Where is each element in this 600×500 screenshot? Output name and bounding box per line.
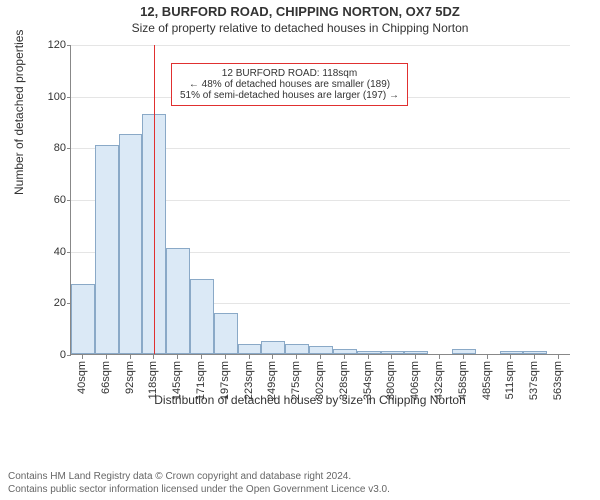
histogram-bar [238,344,262,354]
caption-line-2: Contains public sector information licen… [8,484,390,495]
x-tick-label: 563sqm [552,361,564,400]
marker-line [154,45,155,354]
x-tick-mark [439,355,440,359]
x-tick-mark [534,355,535,359]
x-tick-mark [296,355,297,359]
x-tick-label: 380sqm [385,361,397,400]
x-tick-label: 328sqm [338,361,350,400]
x-tick-label: 145sqm [171,361,183,400]
histogram-bar [404,351,428,354]
x-tick-mark [249,355,250,359]
x-tick-label: 485sqm [481,361,493,400]
y-tick-mark [67,97,71,98]
y-tick-mark [67,45,71,46]
y-tick-mark [67,200,71,201]
x-tick-mark [272,355,273,359]
x-tick-label: 92sqm [124,361,136,394]
x-tick-mark [368,355,369,359]
histogram-bar [452,349,476,354]
page-title: 12, BURFORD ROAD, CHIPPING NORTON, OX7 5… [0,4,600,19]
y-tick-label: 100 [36,91,66,103]
x-tick-mark [320,355,321,359]
x-tick-mark [510,355,511,359]
plot-area: 02040608010012012 BURFORD ROAD: 118sqm← … [70,45,570,355]
caption-line-1: Contains HM Land Registry data © Crown c… [8,471,351,482]
x-tick-label: 171sqm [195,361,207,400]
y-tick-label: 60 [36,194,66,206]
x-tick-label: 432sqm [433,361,445,400]
histogram-bar [214,313,238,354]
x-tick-label: 275sqm [290,361,302,400]
x-tick-mark [201,355,202,359]
y-tick-label: 120 [36,39,66,51]
x-tick-mark [130,355,131,359]
y-tick-label: 40 [36,246,66,258]
x-tick-label: 458sqm [457,361,469,400]
chart-container: Number of detached properties 0204060801… [30,35,590,405]
callout-box: 12 BURFORD ROAD: 118sqm← 48% of detached… [171,63,408,106]
x-tick-label: 354sqm [362,361,374,400]
histogram-bar [381,351,405,354]
callout-line: 12 BURFORD ROAD: 118sqm [180,68,399,79]
histogram-bar [190,279,214,354]
x-tick-mark [344,355,345,359]
y-tick-mark [67,148,71,149]
x-tick-label: 406sqm [409,361,421,400]
x-tick-label: 197sqm [219,361,231,400]
x-tick-mark [558,355,559,359]
callout-line: 51% of semi-detached houses are larger (… [180,90,399,101]
histogram-bar [71,284,95,354]
histogram-bar [95,145,119,354]
histogram-bar [500,351,524,354]
y-axis-label: Number of detached properties [12,30,26,195]
callout-line: ← 48% of detached houses are smaller (18… [180,79,399,90]
x-tick-mark [106,355,107,359]
page-subtitle: Size of property relative to detached ho… [0,21,600,35]
grid-line [71,45,570,46]
x-tick-label: 66sqm [100,361,112,394]
x-tick-mark [463,355,464,359]
x-tick-label: 118sqm [147,361,159,399]
x-tick-mark [487,355,488,359]
histogram-bar [285,344,309,354]
x-tick-label: 40sqm [76,361,88,394]
x-tick-label: 511sqm [504,361,516,399]
x-tick-mark [153,355,154,359]
x-tick-label: 249sqm [266,361,278,400]
y-tick-mark [67,252,71,253]
histogram-bar [309,346,333,354]
x-tick-mark [177,355,178,359]
x-tick-label: 537sqm [528,361,540,400]
y-tick-mark [67,355,71,356]
x-tick-mark [415,355,416,359]
histogram-bar [166,248,190,354]
x-tick-label: 302sqm [314,361,326,400]
x-tick-mark [82,355,83,359]
histogram-bar [333,349,357,354]
histogram-bar [119,134,143,354]
y-tick-label: 20 [36,297,66,309]
y-tick-label: 0 [36,349,66,361]
x-tick-mark [225,355,226,359]
caption-text: Contains HM Land Registry data © Crown c… [8,471,592,496]
x-tick-mark [391,355,392,359]
x-tick-label: 223sqm [243,361,255,400]
histogram-bar [357,351,381,354]
y-tick-label: 80 [36,142,66,154]
histogram-bar [261,341,285,354]
histogram-bar [523,351,547,354]
